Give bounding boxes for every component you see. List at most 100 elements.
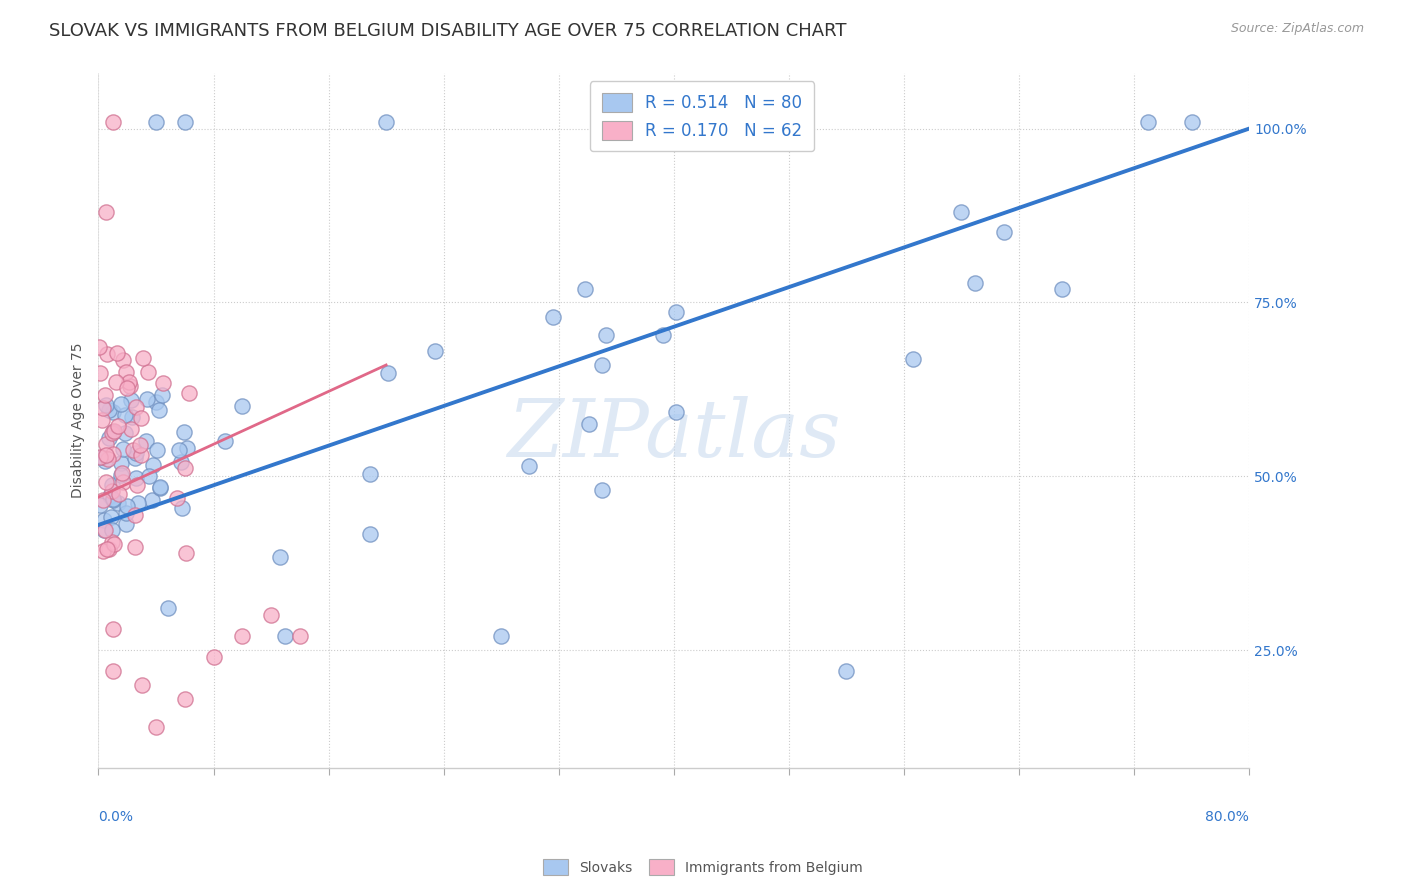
Point	[574, 282, 596, 296]
Point	[173, 461, 195, 475]
Point	[214, 434, 236, 448]
Point	[146, 442, 169, 457]
Point	[89, 499, 111, 513]
Point	[129, 438, 152, 452]
Point	[94, 398, 117, 412]
Point	[114, 365, 136, 379]
Point	[202, 650, 225, 665]
Point	[101, 405, 124, 419]
Point	[121, 409, 143, 424]
Point	[93, 513, 115, 527]
Point	[91, 413, 114, 427]
Point	[288, 629, 311, 643]
Point	[101, 425, 124, 439]
Point	[260, 608, 283, 623]
Point	[665, 304, 688, 318]
Point	[578, 417, 600, 431]
Point	[120, 393, 142, 408]
Point	[94, 437, 117, 451]
Point	[167, 443, 190, 458]
Text: 80.0%: 80.0%	[1205, 810, 1249, 824]
Point	[274, 629, 297, 643]
Point	[591, 358, 613, 372]
Point	[1050, 281, 1073, 295]
Point	[94, 388, 117, 402]
Point	[101, 664, 124, 678]
Point	[591, 114, 613, 128]
Point	[110, 397, 132, 411]
Point	[377, 366, 399, 380]
Point	[97, 431, 120, 445]
Point	[107, 487, 129, 501]
Y-axis label: Disability Age Over 75: Disability Age Over 75	[72, 343, 86, 499]
Point	[145, 394, 167, 409]
Point	[118, 379, 141, 393]
Point	[101, 483, 124, 498]
Point	[127, 496, 149, 510]
Point	[111, 475, 134, 490]
Point	[90, 450, 112, 464]
Point	[993, 225, 1015, 239]
Point	[94, 448, 117, 462]
Point	[231, 629, 253, 643]
Point	[101, 523, 124, 537]
Point	[114, 517, 136, 532]
Point	[115, 499, 138, 513]
Point	[359, 467, 381, 481]
Point	[98, 541, 121, 556]
Point	[423, 344, 446, 359]
Point	[142, 458, 165, 472]
Point	[93, 523, 115, 537]
Point	[166, 491, 188, 505]
Point	[114, 425, 136, 440]
Point	[105, 346, 128, 360]
Point	[138, 469, 160, 483]
Point	[121, 443, 143, 458]
Point	[111, 467, 134, 481]
Point	[91, 543, 114, 558]
Point	[149, 480, 172, 494]
Point	[170, 455, 193, 469]
Point	[170, 501, 193, 516]
Point	[103, 537, 125, 551]
Point	[136, 365, 159, 379]
Point	[131, 678, 153, 692]
Point	[118, 376, 141, 390]
Point	[595, 327, 617, 342]
Point	[148, 402, 170, 417]
Point	[124, 446, 146, 460]
Point	[665, 405, 688, 419]
Point	[231, 399, 253, 413]
Point	[835, 664, 858, 678]
Point	[91, 492, 114, 507]
Point	[115, 381, 138, 395]
Point	[101, 535, 124, 549]
Point	[145, 720, 167, 734]
Point	[112, 442, 135, 457]
Point	[517, 459, 540, 474]
Point	[96, 347, 118, 361]
Point	[103, 491, 125, 506]
Point	[173, 114, 195, 128]
Legend: Slovaks, Immigrants from Belgium: Slovaks, Immigrants from Belgium	[537, 854, 869, 880]
Point	[94, 205, 117, 219]
Point	[179, 386, 201, 401]
Legend: R = 0.514   N = 80, R = 0.170   N = 62: R = 0.514 N = 80, R = 0.170 N = 62	[591, 81, 814, 152]
Point	[136, 392, 159, 406]
Point	[110, 468, 132, 483]
Point	[124, 451, 146, 466]
Point	[114, 408, 136, 422]
Point	[103, 424, 125, 438]
Point	[100, 510, 122, 524]
Point	[129, 411, 152, 425]
Point	[129, 448, 152, 462]
Point	[489, 629, 512, 643]
Point	[375, 114, 398, 128]
Point	[149, 481, 172, 495]
Point	[173, 691, 195, 706]
Point	[145, 114, 167, 128]
Point	[176, 442, 198, 456]
Point	[1137, 114, 1160, 128]
Text: SLOVAK VS IMMIGRANTS FROM BELGIUM DISABILITY AGE OVER 75 CORRELATION CHART: SLOVAK VS IMMIGRANTS FROM BELGIUM DISABI…	[49, 22, 846, 40]
Point	[543, 310, 565, 324]
